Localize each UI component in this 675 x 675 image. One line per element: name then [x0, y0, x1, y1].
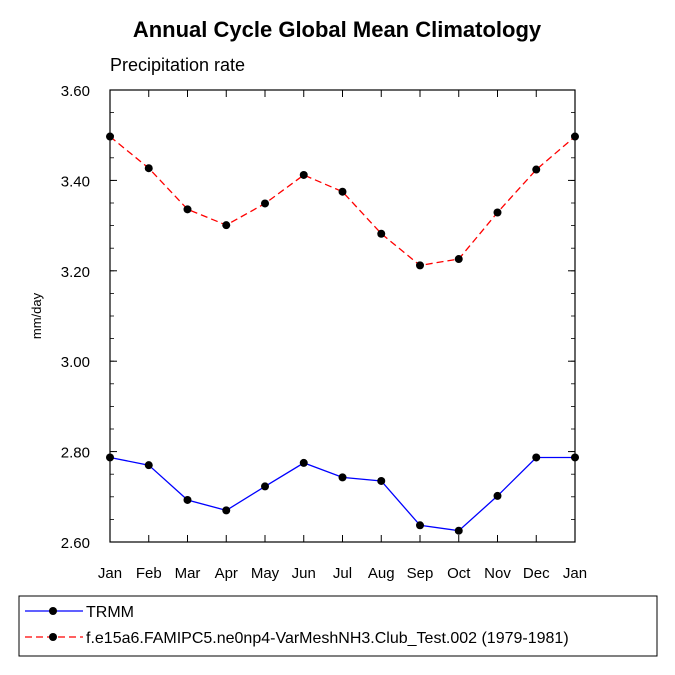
chart-subtitle: Precipitation rate	[110, 55, 245, 75]
x-tick-labels: Jan Feb Mar Apr May Jun Jul Aug Sep Oct Nov Dec Jan	[98, 565, 587, 582]
x-tick-label: Jul	[333, 565, 352, 582]
legend-box	[18, 595, 658, 657]
series-1-point	[222, 506, 231, 515]
legend-label-2: f.e15a6.FAMIPC5.ne0np4-VarMeshNH3.Club_T…	[86, 630, 569, 647]
series-2-point	[222, 221, 231, 230]
series-1-point	[261, 482, 269, 491]
x-tick-label: Aug	[368, 565, 395, 582]
legend-marker-1	[49, 607, 57, 615]
series-1-point	[144, 461, 153, 470]
x-tick-label: Mar	[175, 565, 201, 582]
series-1-point	[377, 476, 386, 485]
x-tick-label: Jan	[98, 565, 122, 582]
y-tick-label: 2.80	[61, 445, 90, 462]
x-tick-label: May	[251, 565, 280, 582]
series-2-point	[299, 170, 308, 179]
series-1-point	[493, 491, 502, 500]
legend: TRMM f.e15a6.FAMIPC5.ne0np4-VarMeshNH3.Cl…	[25, 604, 569, 647]
y-tick-labels: 2.60 2.80 3.00 3.20 3.40 3.60	[61, 83, 90, 552]
series-1-point	[532, 453, 541, 462]
plot-series	[106, 132, 579, 535]
series-1-point	[338, 473, 347, 482]
x-tick-label: Jun	[292, 565, 316, 582]
series-2-point	[454, 255, 463, 264]
series-line-1	[109, 456, 575, 532]
chart-title: Annual Cycle Global Mean Climatology	[133, 17, 542, 42]
x-tick-label: Feb	[136, 565, 162, 582]
legend-label-1: TRMM	[86, 604, 134, 621]
x-tick-label: Jan	[563, 565, 587, 582]
legend-marker-2	[49, 633, 57, 641]
series-2-point	[377, 229, 386, 238]
series-line-2	[109, 136, 576, 267]
series-2-point	[144, 164, 153, 173]
series-2-point	[416, 261, 424, 270]
series-2-point	[532, 165, 541, 174]
y-tick-label: 3.20	[61, 264, 90, 281]
x-tick-label: Apr	[215, 565, 238, 582]
x-tick-label: Sep	[407, 565, 434, 582]
y-axis-label: mm/day	[29, 292, 44, 339]
series-2-point	[261, 199, 269, 208]
x-tick-label: Nov	[484, 565, 511, 582]
series-1-point	[416, 521, 424, 530]
y-tick-label: 3.00	[61, 354, 90, 371]
x-tick-label: Oct	[447, 565, 471, 582]
y-tick-label: 3.40	[61, 173, 90, 190]
series-2-point	[493, 208, 502, 217]
series-2-point	[338, 187, 347, 196]
series-2-point	[183, 205, 192, 214]
y-tick-label: 2.60	[61, 535, 90, 552]
y-tick-label: 3.60	[61, 83, 90, 100]
plot-frame	[109, 89, 576, 543]
series-1-point	[299, 458, 308, 467]
series-1-point	[454, 526, 463, 535]
x-tick-label: Dec	[523, 565, 550, 582]
series-1-point	[183, 495, 192, 504]
